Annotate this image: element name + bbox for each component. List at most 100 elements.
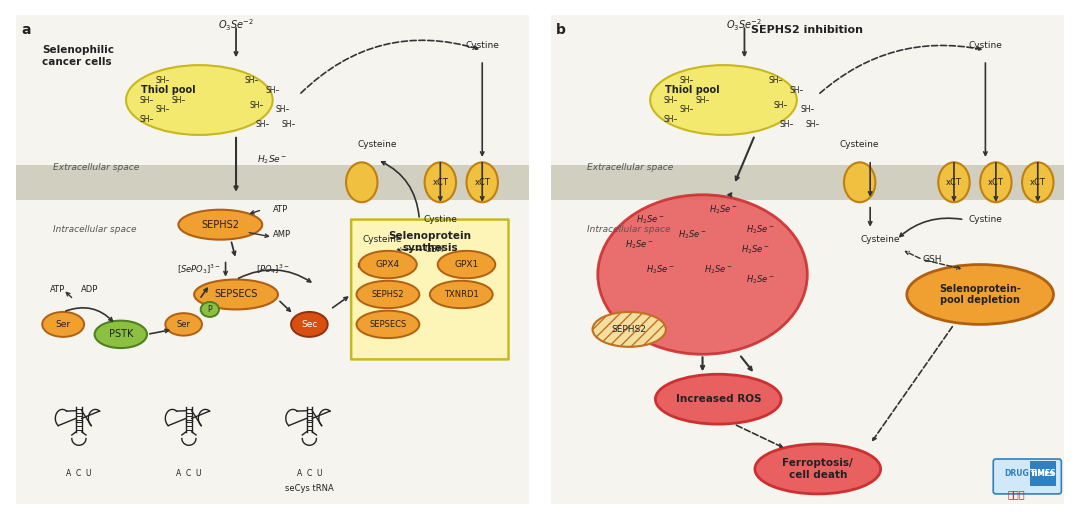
Text: a: a (22, 23, 30, 36)
FancyBboxPatch shape (1030, 462, 1056, 486)
Text: SH–: SH– (249, 101, 265, 109)
Text: Cysteine: Cysteine (861, 235, 901, 244)
Text: $H_2Se^-$: $H_2Se^-$ (746, 273, 774, 286)
Text: xCT: xCT (988, 178, 1003, 187)
Text: b: b (556, 23, 566, 36)
Text: Extracellular space: Extracellular space (53, 163, 139, 172)
Text: SEPSECS: SEPSECS (369, 320, 406, 329)
Text: GSH: GSH (922, 255, 942, 264)
Ellipse shape (650, 65, 797, 135)
Text: 药时代: 药时代 (1008, 489, 1026, 499)
Ellipse shape (126, 65, 273, 135)
Ellipse shape (843, 162, 876, 202)
Text: SH–: SH– (255, 120, 269, 130)
Text: SH–: SH– (172, 96, 186, 104)
Text: Thiol pool: Thiol pool (140, 85, 195, 95)
Ellipse shape (360, 251, 417, 278)
Text: SH–: SH– (139, 116, 154, 124)
FancyBboxPatch shape (16, 15, 529, 504)
Text: A  C  U: A C U (176, 469, 202, 479)
Text: SH–: SH– (139, 96, 154, 104)
Text: $[SePO_3]^{3-}$: $[SePO_3]^{3-}$ (177, 263, 221, 277)
Text: xCT: xCT (432, 178, 448, 187)
Text: A  C  U: A C U (66, 469, 92, 479)
Ellipse shape (42, 312, 84, 337)
Ellipse shape (907, 265, 1053, 324)
Text: A  C  U: A C U (297, 469, 322, 479)
Text: $H_2Se^-$: $H_2Se^-$ (636, 213, 664, 226)
Text: GSH: GSH (424, 245, 444, 254)
Text: ADP: ADP (81, 285, 98, 294)
Text: SEPHS2: SEPHS2 (201, 219, 240, 230)
Ellipse shape (178, 210, 262, 240)
Text: SH–: SH– (800, 105, 814, 115)
FancyBboxPatch shape (994, 459, 1062, 494)
Text: SH–: SH– (679, 105, 694, 115)
Ellipse shape (598, 195, 807, 354)
Text: P: P (207, 305, 212, 314)
FancyBboxPatch shape (351, 219, 509, 359)
Text: GPX1: GPX1 (455, 260, 478, 269)
Ellipse shape (291, 312, 327, 337)
Ellipse shape (201, 302, 219, 317)
Text: TXNRD1: TXNRD1 (444, 290, 478, 299)
Ellipse shape (939, 162, 970, 202)
FancyBboxPatch shape (16, 165, 529, 200)
Text: SH–: SH– (789, 85, 804, 95)
Text: ATP: ATP (273, 205, 288, 214)
Text: SH–: SH– (156, 76, 170, 85)
Ellipse shape (424, 162, 456, 202)
Text: $H_2Se^-$: $H_2Se^-$ (257, 154, 287, 166)
Ellipse shape (430, 281, 492, 308)
Text: Cystine: Cystine (969, 215, 1002, 224)
Text: SEPSECS: SEPSECS (214, 289, 258, 300)
Text: Cysteine: Cysteine (363, 235, 403, 244)
Text: GPX4: GPX4 (376, 260, 400, 269)
Text: $H_2Se^-$: $H_2Se^-$ (678, 228, 706, 241)
Text: SH–: SH– (774, 101, 788, 109)
Text: Cysteine: Cysteine (357, 140, 397, 150)
Ellipse shape (356, 310, 419, 338)
Text: Cystine: Cystine (969, 41, 1002, 50)
Ellipse shape (356, 281, 419, 308)
Text: AMP: AMP (273, 230, 291, 239)
Text: SH–: SH– (664, 96, 678, 104)
Ellipse shape (346, 162, 378, 202)
Text: SH–: SH– (156, 105, 170, 115)
Text: Thiol pool: Thiol pool (665, 85, 719, 95)
Ellipse shape (95, 321, 147, 348)
Text: SH–: SH– (664, 116, 678, 124)
Text: TIMES: TIMES (1029, 469, 1056, 479)
Text: SH–: SH– (244, 76, 259, 85)
Text: seCys tRNA: seCys tRNA (285, 484, 334, 493)
Text: $O_3Se^{-2}$: $O_3Se^{-2}$ (727, 18, 762, 33)
Text: SH–: SH– (696, 96, 710, 104)
Text: xCT: xCT (474, 178, 490, 187)
Text: PSTK: PSTK (109, 329, 133, 339)
Text: ATP: ATP (51, 285, 66, 294)
Ellipse shape (656, 374, 781, 424)
Text: SH–: SH– (769, 76, 783, 85)
Ellipse shape (437, 251, 496, 278)
Text: SH–: SH– (779, 120, 794, 130)
Text: $H_2Se^-$: $H_2Se^-$ (746, 224, 774, 236)
Ellipse shape (467, 162, 498, 202)
Text: Selenoprotein
synthesis: Selenoprotein synthesis (389, 231, 471, 253)
Text: Ser: Ser (55, 320, 71, 329)
Ellipse shape (194, 280, 278, 309)
Text: DRUG: DRUG (1004, 469, 1029, 479)
Text: $H_2Se^-$: $H_2Se^-$ (704, 263, 732, 276)
Text: SH–: SH– (266, 85, 280, 95)
Text: SH–: SH– (679, 76, 694, 85)
Text: SH–: SH– (806, 120, 820, 130)
Text: SH–: SH– (281, 120, 296, 130)
Text: $H_2Se^-$: $H_2Se^-$ (741, 243, 769, 256)
Text: Extracellular space: Extracellular space (588, 163, 674, 172)
Text: $H_2Se^-$: $H_2Se^-$ (646, 263, 675, 276)
Text: SEPHS2: SEPHS2 (611, 325, 647, 334)
Text: $O_3Se^{-2}$: $O_3Se^{-2}$ (218, 18, 254, 33)
Ellipse shape (593, 312, 666, 347)
Text: Intracellular space: Intracellular space (588, 225, 671, 234)
Text: Ser: Ser (177, 320, 191, 329)
Ellipse shape (165, 313, 202, 336)
